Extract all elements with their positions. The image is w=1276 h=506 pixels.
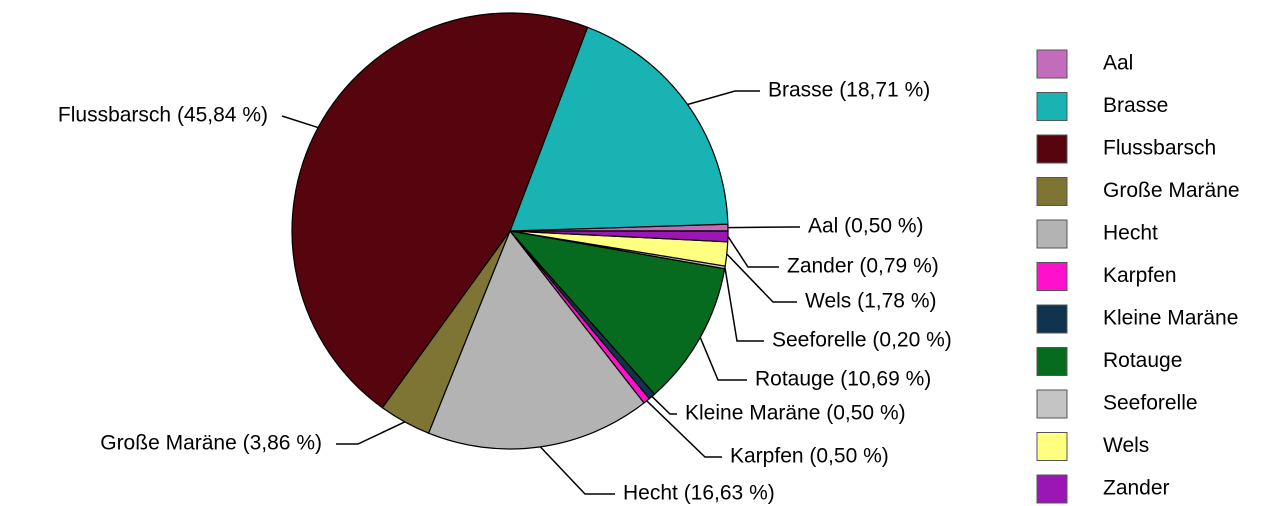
- legend-swatch: [1036, 92, 1068, 121]
- leader-line: [336, 421, 406, 445]
- leader-line: [699, 337, 747, 381]
- slice-label: Flussbarsch (45,84 %): [58, 104, 268, 127]
- slice-label: Kleine Maräne (0,50 %): [685, 402, 906, 425]
- legend-swatch: [1036, 177, 1068, 206]
- legend-swatch: [1036, 474, 1068, 504]
- slice-label: Seeforelle (0,20 %): [772, 329, 952, 352]
- legend-label: Flussbarsch: [1103, 137, 1216, 160]
- legend-swatch: [1036, 49, 1068, 79]
- leader-line: [651, 395, 677, 415]
- pie-slice: [509, 26, 729, 232]
- pie-slice: [508, 230, 726, 396]
- slice-label: Aal (0,50 %): [808, 215, 924, 238]
- legend-swatch: [1036, 389, 1068, 419]
- legend-swatch: [1036, 347, 1068, 376]
- legend-swatch: [1036, 432, 1068, 461]
- legend-label: Zander: [1103, 477, 1170, 500]
- leader-line: [724, 267, 764, 342]
- legend-label: Große Maräne: [1103, 179, 1240, 202]
- legend-swatch: [1036, 219, 1068, 249]
- leader-line: [646, 400, 722, 458]
- legend-label: Brasse: [1103, 94, 1168, 117]
- slice-label: Hecht (16,63 %): [623, 482, 775, 505]
- slice-label: Wels (1,78 %): [805, 290, 937, 313]
- leader-line: [687, 90, 760, 106]
- slice-label: Rotauge (10,69 %): [755, 368, 931, 391]
- legend-label: Rotauge: [1103, 349, 1182, 372]
- pie-slice: [427, 229, 645, 450]
- leader-line: [539, 446, 615, 495]
- legend-swatch: [1036, 262, 1068, 291]
- legend-swatch: [1036, 304, 1068, 334]
- leader-line: [727, 235, 779, 268]
- legend-label: Kleine Maräne: [1103, 307, 1238, 330]
- legend-label: Seeforelle: [1103, 392, 1198, 415]
- pie-slice: [509, 230, 729, 243]
- legend-label: Wels: [1103, 434, 1149, 457]
- pie-slice: [291, 12, 589, 409]
- slice-label: Karpfen (0,50 %): [730, 445, 889, 468]
- leader-line: [726, 253, 797, 303]
- legend-swatch: [1036, 134, 1068, 164]
- slice-label: Große Maräne (3,86 %): [100, 432, 322, 455]
- legend-label: Karpfen: [1103, 264, 1177, 287]
- slice-label: Brasse (18,71 %): [768, 79, 930, 102]
- legend-label: Aal: [1103, 52, 1133, 75]
- leader-line: [727, 226, 800, 229]
- leader-line: [281, 115, 319, 129]
- slice-label: Zander (0,79 %): [787, 255, 939, 278]
- legend-label: Hecht: [1103, 222, 1158, 245]
